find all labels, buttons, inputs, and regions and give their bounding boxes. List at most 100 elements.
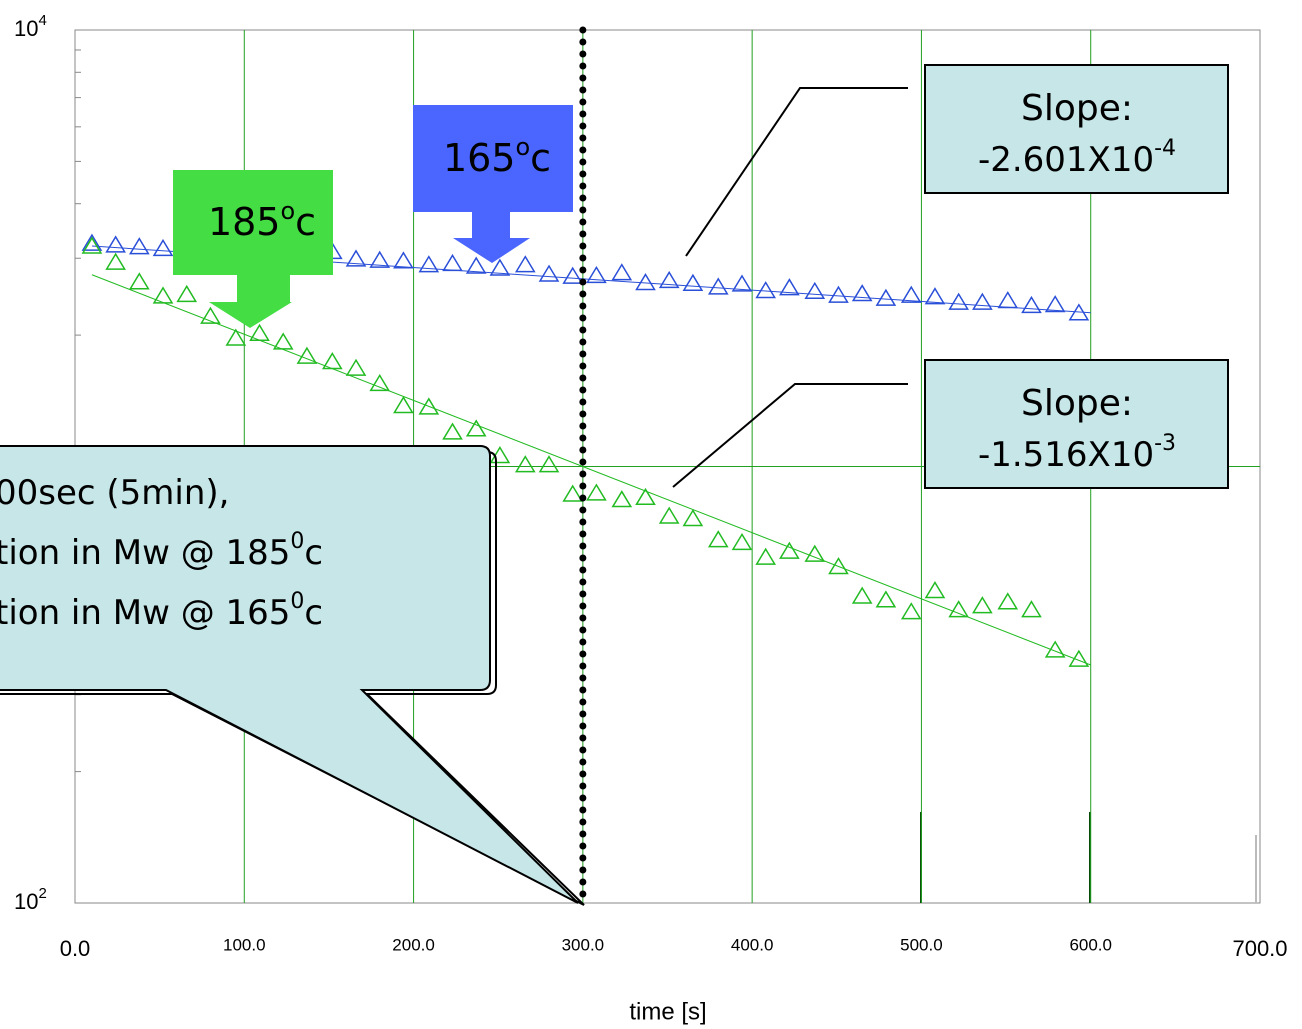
annotation-text: tion in Mw @ 1650c <box>0 589 323 633</box>
x-tick-label: 400.0 <box>731 935 774 954</box>
triangle-marker <box>900 285 922 303</box>
triangle-marker <box>418 255 440 273</box>
triangle-marker <box>755 547 777 565</box>
triangle-marker <box>586 483 607 501</box>
triangle-marker <box>514 455 536 473</box>
triangle-marker <box>129 237 150 255</box>
x-tick-label: 600.0 <box>1069 935 1112 954</box>
triangle-marker <box>442 253 463 272</box>
triangle-marker <box>442 422 463 440</box>
triangle-marker <box>514 255 536 273</box>
triangle-marker <box>489 258 511 276</box>
triangle-marker <box>779 278 800 296</box>
annotation-main: tion in Mw @ 165 <box>0 593 290 633</box>
x-tick-label: 300.0 <box>562 935 605 954</box>
y-tick-exponent: 4 <box>38 12 46 29</box>
callout-bubble <box>0 445 579 904</box>
triangle-marker <box>129 272 150 290</box>
slope-box <box>924 359 1229 489</box>
triangle-marker <box>851 284 873 302</box>
y-tick-label: 104 <box>14 12 47 41</box>
triangle-marker <box>828 285 849 303</box>
annotation-tail: c <box>304 593 323 633</box>
annotation-text: -1.516X10-3 <box>978 431 1176 475</box>
triangle-marker <box>369 373 391 392</box>
annotation-main: -2.601X10 <box>978 140 1154 180</box>
triangle-marker <box>586 265 607 284</box>
leader-line <box>672 383 908 488</box>
triangle-marker <box>296 346 318 364</box>
triangle-marker <box>393 395 414 414</box>
triangle-marker <box>81 236 103 254</box>
triangle-marker <box>562 484 584 502</box>
x-tick-label: 200.0 <box>392 935 435 954</box>
triangle-marker <box>1021 295 1042 314</box>
annotation-text: -2.601X10-4 <box>978 136 1176 180</box>
x-tick-label: 0.0 <box>60 936 91 961</box>
triangle-marker <box>176 284 198 303</box>
y-tick-exponent: 2 <box>38 885 46 902</box>
triangle-marker <box>707 277 729 295</box>
triangle-marker <box>249 323 270 341</box>
triangle-marker <box>538 455 560 473</box>
triangle-marker <box>755 281 777 299</box>
x-tick-label: 700.0 <box>1232 936 1287 961</box>
triangle-marker <box>538 264 560 282</box>
triangle-marker <box>658 270 680 289</box>
triangle-marker <box>611 490 633 508</box>
leader-line <box>685 87 908 257</box>
x-tick-label: 500.0 <box>900 935 943 954</box>
triangle-marker <box>321 352 343 370</box>
triangle-marker <box>682 273 704 291</box>
triangle-marker <box>707 530 729 548</box>
annotation-main: 00sec (5min), <box>0 473 229 513</box>
triangle-marker <box>658 506 680 524</box>
triangle-marker <box>635 487 656 506</box>
annotation-text: 185oc <box>208 197 316 244</box>
annotation-tail: c <box>295 200 316 244</box>
triangle-marker <box>972 292 993 310</box>
triangle-marker <box>924 287 946 305</box>
triangle-marker <box>418 397 440 415</box>
triangle-marker <box>997 291 1019 309</box>
triangle-marker <box>804 544 826 562</box>
x-axis-label: time [s] <box>629 998 706 1025</box>
triangle-marker <box>152 238 174 257</box>
triangle-marker <box>272 332 294 350</box>
triangle-marker <box>682 509 704 527</box>
triangle-marker <box>1044 295 1066 313</box>
annotation-sup: -3 <box>1154 431 1176 456</box>
annotation-text: 165oc <box>443 133 551 180</box>
arrow-165 <box>413 105 573 263</box>
triangle-marker <box>779 541 800 559</box>
triangle-marker <box>345 249 367 267</box>
slope-box <box>924 64 1229 194</box>
triangle-marker <box>152 286 174 304</box>
triangle-marker <box>465 256 487 274</box>
triangle-marker <box>948 600 969 618</box>
slope-title: Slope: <box>1021 88 1133 129</box>
triangle-marker <box>804 281 826 300</box>
arrow-185 <box>173 170 333 328</box>
annotation-sup: o <box>515 133 530 161</box>
triangle-marker <box>731 274 753 292</box>
slope-title: Slope: <box>1021 383 1133 424</box>
triangle-marker <box>972 596 993 614</box>
triangle-marker <box>225 328 247 346</box>
x-tick-label: 100.0 <box>223 935 266 954</box>
annotation-tail: c <box>530 136 551 180</box>
annotation-text: tion in Mw @ 1850c <box>0 529 323 573</box>
triangle-marker <box>948 292 969 310</box>
annotation-sup: 0 <box>290 529 304 554</box>
callout-shadow <box>0 451 585 906</box>
annotation-main: 185 <box>208 200 281 244</box>
triangle-marker <box>828 557 849 575</box>
annotation-main: tion in Mw @ 185 <box>0 533 290 573</box>
triangle-marker <box>1068 649 1090 667</box>
triangle-marker <box>924 581 946 599</box>
triangle-marker <box>1021 600 1042 618</box>
annotation-main: -1.516X10 <box>978 435 1154 475</box>
triangle-marker <box>1068 303 1090 321</box>
y-tick-base: 10 <box>14 16 38 41</box>
